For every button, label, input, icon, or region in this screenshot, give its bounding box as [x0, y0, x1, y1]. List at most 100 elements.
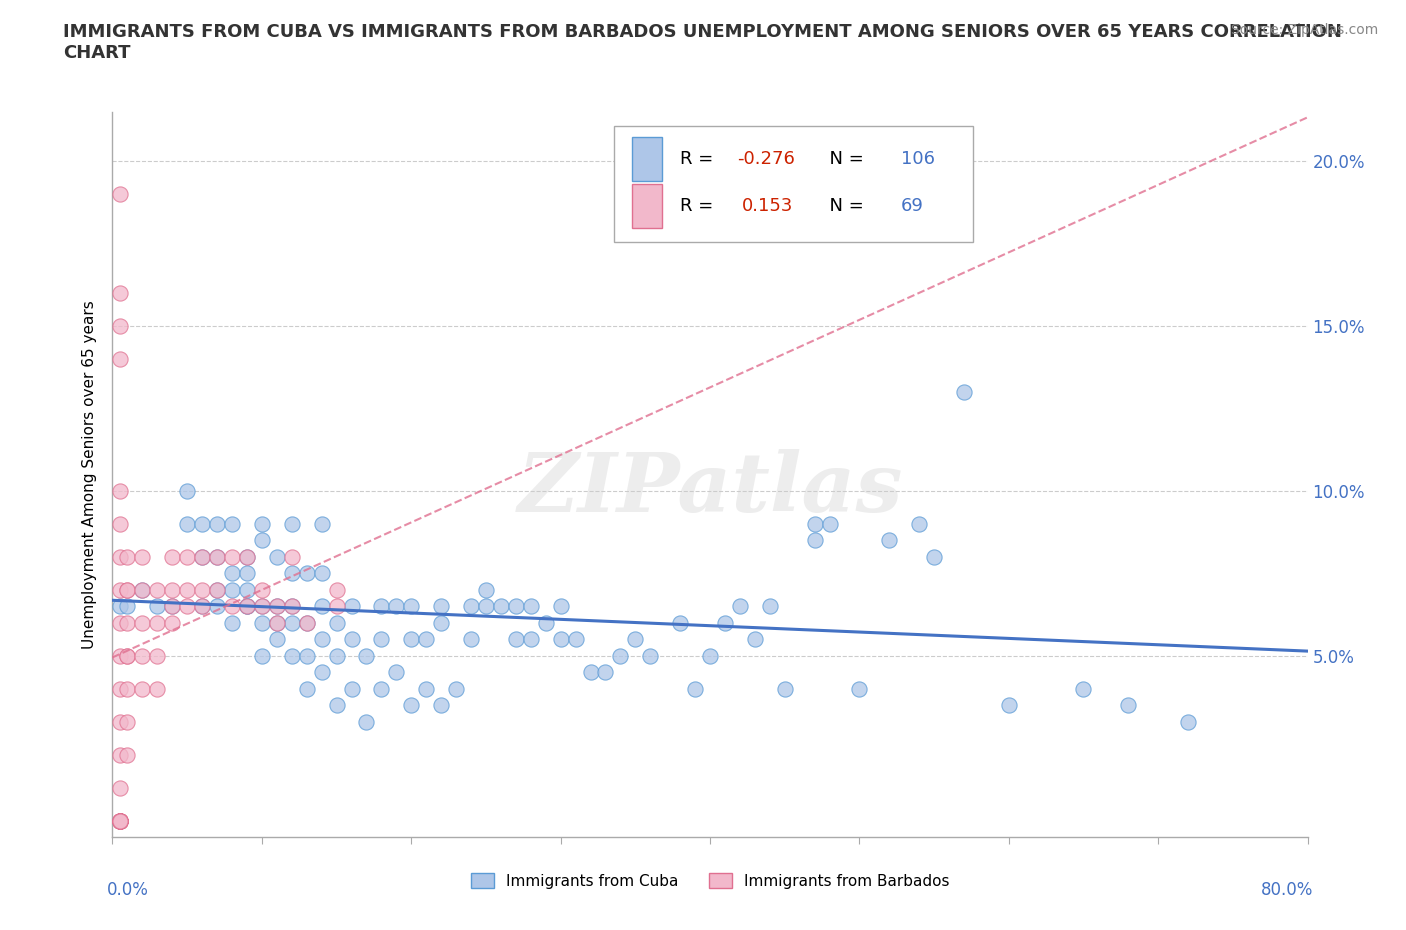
Point: [236, 599, 259, 614]
Point: [191, 599, 214, 614]
Point: [460, 631, 482, 646]
Point: [108, 813, 131, 828]
Point: [266, 616, 288, 631]
Point: [640, 648, 662, 663]
Point: [281, 599, 304, 614]
Point: [550, 599, 572, 614]
Point: [108, 516, 131, 531]
Point: [236, 550, 259, 565]
Point: [401, 599, 423, 614]
Point: [624, 631, 647, 646]
Point: [325, 648, 347, 663]
Point: [131, 550, 153, 565]
Point: [430, 698, 453, 712]
Point: [744, 631, 766, 646]
Point: [176, 582, 198, 597]
Point: [266, 550, 288, 565]
Point: [250, 533, 273, 548]
Point: [108, 681, 131, 696]
Text: 106: 106: [901, 150, 935, 167]
Point: [1118, 698, 1140, 712]
Point: [534, 616, 557, 631]
Legend: Immigrants from Cuba, Immigrants from Barbados: Immigrants from Cuba, Immigrants from Ba…: [464, 867, 956, 895]
Point: [221, 599, 243, 614]
Point: [191, 550, 214, 565]
Point: [162, 616, 183, 631]
Point: [325, 616, 347, 631]
Point: [311, 631, 333, 646]
Point: [609, 648, 631, 663]
Point: [401, 631, 423, 646]
Point: [117, 550, 139, 565]
Point: [266, 599, 288, 614]
Point: [131, 582, 153, 597]
Point: [108, 813, 131, 828]
Point: [108, 813, 131, 828]
Point: [250, 582, 273, 597]
Point: [236, 550, 259, 565]
Point: [162, 599, 183, 614]
Point: [415, 631, 437, 646]
Point: [131, 616, 153, 631]
Point: [803, 533, 825, 548]
Point: [108, 187, 131, 202]
Point: [108, 813, 131, 828]
Point: [266, 616, 288, 631]
Point: [401, 698, 423, 712]
Point: [250, 616, 273, 631]
Point: [108, 550, 131, 565]
Point: [236, 582, 259, 597]
Point: [848, 681, 870, 696]
Point: [370, 631, 392, 646]
Point: [311, 565, 333, 580]
Point: [699, 648, 721, 663]
Bar: [633, 137, 662, 180]
Point: [250, 648, 273, 663]
Point: [117, 582, 139, 597]
Point: [879, 533, 901, 548]
Point: [370, 599, 392, 614]
Point: [146, 582, 169, 597]
Point: [250, 599, 273, 614]
Text: IMMIGRANTS FROM CUBA VS IMMIGRANTS FROM BARBADOS UNEMPLOYMENT AMONG SENIORS OVER: IMMIGRANTS FROM CUBA VS IMMIGRANTS FROM …: [63, 23, 1343, 62]
Point: [108, 813, 131, 828]
Point: [176, 484, 198, 498]
Point: [205, 582, 228, 597]
Point: [221, 616, 243, 631]
Point: [281, 599, 304, 614]
Point: [669, 616, 692, 631]
Point: [146, 681, 169, 696]
Point: [117, 681, 139, 696]
Point: [505, 599, 527, 614]
Point: [922, 550, 945, 565]
Point: [953, 384, 976, 399]
Point: [295, 616, 318, 631]
Point: [117, 582, 139, 597]
Point: [205, 550, 228, 565]
Point: [460, 599, 482, 614]
Point: [475, 582, 498, 597]
Point: [444, 681, 467, 696]
Text: 69: 69: [901, 197, 924, 215]
Point: [221, 516, 243, 531]
Text: 0.153: 0.153: [742, 197, 793, 215]
Point: [281, 550, 304, 565]
Point: [117, 648, 139, 663]
Point: [131, 681, 153, 696]
Point: [131, 582, 153, 597]
Point: [520, 599, 543, 614]
Point: [908, 516, 931, 531]
Point: [281, 516, 304, 531]
Point: [683, 681, 706, 696]
Point: [146, 599, 169, 614]
Point: [340, 681, 363, 696]
Point: [162, 599, 183, 614]
Point: [356, 714, 378, 729]
Point: [191, 516, 214, 531]
Point: [340, 631, 363, 646]
Point: [714, 616, 737, 631]
Point: [818, 516, 841, 531]
Point: [325, 599, 347, 614]
Point: [356, 648, 378, 663]
Point: [176, 516, 198, 531]
